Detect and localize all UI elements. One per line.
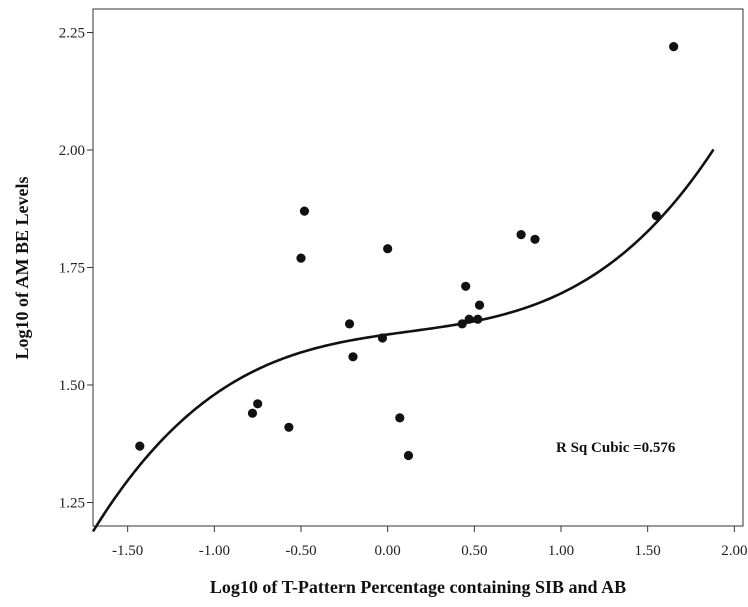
y-axis-title: Log10 of AM BE Levels <box>12 177 32 360</box>
y-axis-ticks: 1.25 1.50 1.75 2.00 2.25 <box>59 26 93 512</box>
data-point <box>253 399 263 409</box>
y-tick-label: 2.25 <box>59 26 85 42</box>
y-tick-label: 1.25 <box>59 496 85 512</box>
data-point <box>299 206 310 216</box>
data-points <box>135 42 679 461</box>
x-tick-label: 0.50 <box>461 543 487 559</box>
data-point <box>669 42 679 52</box>
fit-annotation: R Sq Cubic =0.576 <box>556 440 676 456</box>
x-tick-label: 1.50 <box>635 543 661 559</box>
data-point <box>284 422 294 432</box>
data-point <box>530 234 540 244</box>
data-point <box>247 408 258 418</box>
data-point <box>377 333 388 343</box>
x-tick-label: 0.00 <box>375 543 401 559</box>
data-point <box>383 244 393 254</box>
data-point <box>473 314 483 324</box>
plot-area <box>92 8 744 527</box>
data-point <box>516 230 526 240</box>
y-tick-label: 1.75 <box>59 261 85 277</box>
data-point <box>135 441 145 451</box>
x-tick-label: -1.00 <box>199 543 230 559</box>
y-tick-label: 2.00 <box>59 143 85 159</box>
x-tick-label: 1.00 <box>548 543 574 559</box>
x-tick-label: -0.50 <box>285 543 316 559</box>
data-point <box>403 450 414 461</box>
y-tick-label: 1.50 <box>59 378 85 394</box>
x-tick-label: -1.50 <box>112 543 143 559</box>
data-point <box>457 319 467 329</box>
x-tick-label: 2.00 <box>721 543 747 559</box>
x-axis-title: Log10 of T-Pattern Percentage containing… <box>210 577 626 597</box>
data-point <box>296 253 306 263</box>
data-point <box>464 314 474 324</box>
data-point <box>395 413 405 423</box>
data-point <box>344 319 355 329</box>
x-axis-ticks: -1.50 -1.00 -0.50 0.00 0.50 1.00 1.50 2.00 <box>112 526 747 559</box>
data-point <box>474 300 485 310</box>
data-point <box>348 352 358 362</box>
data-point <box>461 281 471 291</box>
data-point <box>651 211 661 221</box>
cubic-fit-line <box>91 148 715 533</box>
